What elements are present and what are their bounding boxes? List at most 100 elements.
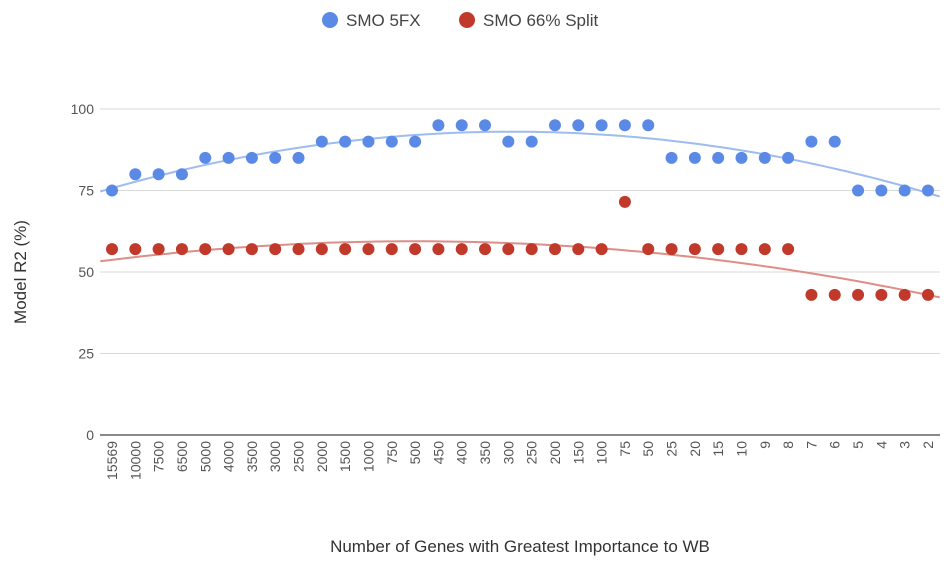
x-tick-label: 150	[570, 441, 586, 465]
point-series-1-19	[548, 243, 561, 256]
point-series-0-14	[432, 119, 445, 132]
x-tick-label: 450	[430, 441, 446, 465]
y-tick-label: 25	[78, 346, 94, 362]
point-series-1-11	[362, 243, 375, 256]
x-tick-label: 5	[850, 441, 866, 449]
y-tick-label: 100	[71, 101, 95, 117]
point-series-0-22	[618, 119, 631, 132]
legend-marker-smo-5fx	[322, 12, 338, 28]
x-tick-label: 4000	[221, 441, 237, 472]
point-series-1-21	[595, 243, 608, 256]
x-tick-label: 4	[873, 441, 889, 449]
point-series-1-13	[409, 243, 422, 256]
point-series-0-7	[269, 151, 282, 164]
x-axis-title: Number of Genes with Greatest Importance…	[330, 537, 710, 556]
x-tick-label: 350	[477, 441, 493, 465]
x-tick-label: 50	[640, 441, 656, 457]
point-series-1-17	[502, 243, 515, 256]
point-series-0-27	[735, 151, 748, 164]
x-tick-label: 500	[407, 441, 423, 465]
point-series-1-31	[828, 288, 841, 301]
x-tick-label: 7	[803, 441, 819, 449]
point-series-0-8	[292, 151, 305, 164]
point-series-0-19	[548, 119, 561, 132]
point-series-1-7	[269, 243, 282, 256]
legend-label-smo-5fx: SMO 5FX	[346, 11, 421, 30]
gridlines	[100, 108, 940, 436]
trendlines	[100, 130, 940, 299]
point-series-1-1	[129, 243, 142, 256]
x-tick-label: 25	[664, 441, 680, 457]
x-axis-ticks: 15569 10000 7500 6500 5000 4000 3500 3000 2500 20…	[104, 441, 936, 480]
point-series-1-15	[455, 243, 468, 256]
point-series-0-11	[362, 135, 375, 148]
point-series-1-28	[758, 243, 771, 256]
point-series-1-26	[712, 243, 725, 256]
point-series-1-34	[898, 288, 911, 301]
point-series-1-22	[618, 195, 631, 208]
x-tick-label: 8	[780, 441, 796, 449]
x-tick-label: 10000	[127, 441, 143, 480]
point-series-1-30	[805, 288, 818, 301]
point-series-0-26	[712, 151, 725, 164]
point-series-0-34	[898, 184, 911, 197]
point-series-0-21	[595, 119, 608, 132]
point-series-1-12	[385, 243, 398, 256]
legend-marker-smo-66-split	[459, 12, 475, 28]
point-series-0-15	[455, 119, 468, 132]
x-tick-label: 15569	[104, 441, 120, 480]
point-series-1-8	[292, 243, 305, 256]
point-series-1-16	[479, 243, 492, 256]
trendline-series-0	[100, 130, 940, 198]
point-series-1-25	[688, 243, 701, 256]
x-tick-label: 2500	[291, 441, 307, 472]
point-series-1-14	[432, 243, 445, 256]
point-series-1-23	[642, 243, 655, 256]
x-tick-label: 750	[384, 441, 400, 465]
x-tick-label: 250	[524, 441, 540, 465]
point-series-0-30	[805, 135, 818, 148]
point-series-0-23	[642, 119, 655, 132]
point-series-0-4	[199, 151, 212, 164]
point-series-0-31	[828, 135, 841, 148]
point-series-1-5	[222, 243, 235, 256]
x-tick-label: 3	[897, 441, 913, 449]
point-series-1-2	[152, 243, 165, 256]
x-tick-label: 75	[617, 441, 633, 457]
point-series-0-17	[502, 135, 515, 148]
y-axis-ticks: 0 25 50 75 100	[71, 101, 95, 443]
x-tick-label: 400	[454, 441, 470, 465]
y-tick-label: 0	[86, 427, 94, 443]
x-tick-label: 5000	[197, 441, 213, 472]
x-tick-label: 300	[500, 441, 516, 465]
point-series-0-9	[315, 135, 328, 148]
trendline-series-1	[100, 240, 940, 299]
x-tick-label: 15	[710, 441, 726, 457]
point-series-1-27	[735, 243, 748, 256]
legend: SMO 5FX SMO 66% Split	[322, 11, 599, 30]
point-series-1-20	[572, 243, 585, 256]
y-axis-title: Model R2 (%)	[11, 220, 30, 324]
legend-label-smo-66-split: SMO 66% Split	[483, 11, 599, 30]
y-tick-label: 50	[78, 264, 94, 280]
point-series-0-3	[175, 168, 188, 181]
point-series-1-35	[922, 288, 934, 301]
x-tick-label: 1500	[337, 441, 353, 472]
x-tick-label: 10	[733, 441, 749, 457]
point-series-1-9	[315, 243, 328, 256]
point-series-0-18	[525, 135, 538, 148]
x-tick-label: 6	[827, 441, 843, 449]
x-tick-label: 20	[687, 441, 703, 457]
data-points	[106, 119, 934, 301]
point-series-1-24	[665, 243, 678, 256]
x-tick-label: 3500	[244, 441, 260, 472]
point-series-0-12	[385, 135, 398, 148]
point-series-0-33	[875, 184, 888, 197]
point-series-0-0	[106, 184, 118, 197]
point-series-1-32	[852, 288, 865, 301]
point-series-0-13	[409, 135, 422, 148]
x-tick-label: 2000	[314, 441, 330, 472]
point-series-0-6	[245, 151, 258, 164]
point-series-0-35	[922, 184, 934, 197]
